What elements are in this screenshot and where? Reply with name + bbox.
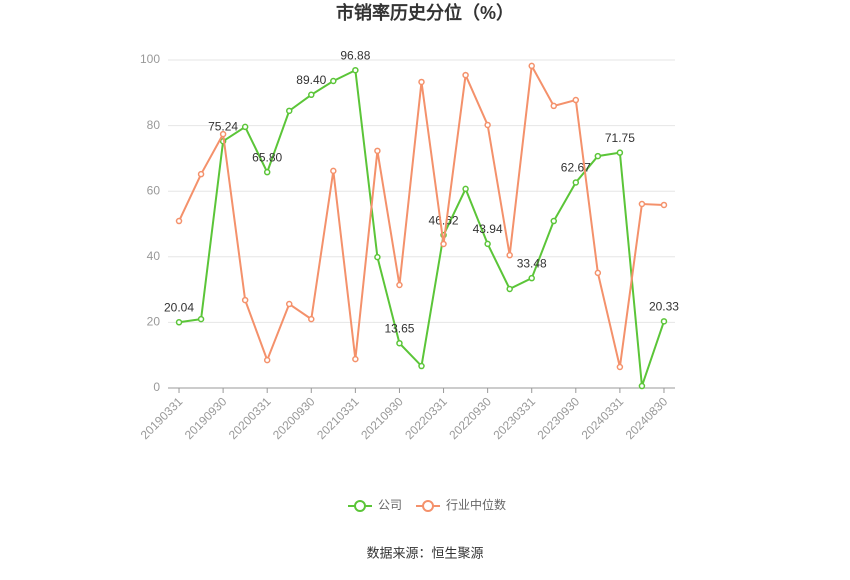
x-tick-label: 20240830 bbox=[623, 394, 671, 442]
x-tick-label: 20210930 bbox=[358, 394, 406, 442]
legend-label: 公司 bbox=[378, 498, 402, 512]
data-point bbox=[197, 315, 205, 323]
source-note: 数据来源：恒生聚源 bbox=[366, 545, 483, 560]
legend-label: 行业中位数 bbox=[446, 497, 506, 512]
data-point bbox=[241, 296, 249, 304]
data-point bbox=[572, 179, 580, 186]
x-tick-label: 20230930 bbox=[535, 394, 583, 442]
y-tick-label: 100 bbox=[140, 52, 160, 66]
data-label: 89.40 bbox=[296, 73, 326, 87]
data-point bbox=[374, 253, 381, 261]
data-point bbox=[594, 152, 602, 160]
data-point bbox=[550, 102, 558, 110]
data-point bbox=[374, 147, 381, 155]
data-point bbox=[263, 168, 271, 176]
data-label: 71.75 bbox=[605, 131, 635, 145]
data-point bbox=[616, 149, 624, 156]
data-point bbox=[330, 167, 337, 175]
data-label: 43.94 bbox=[473, 222, 503, 236]
data-point bbox=[285, 107, 293, 115]
data-point bbox=[175, 319, 183, 326]
data-point bbox=[616, 363, 624, 371]
data-point bbox=[506, 285, 513, 293]
data-point bbox=[484, 240, 491, 248]
x-tick-label: 20200930 bbox=[270, 394, 318, 442]
data-point bbox=[330, 77, 337, 85]
x-tick-label: 20240331 bbox=[579, 394, 627, 442]
data-point bbox=[550, 217, 558, 225]
data-label: 33.48 bbox=[517, 256, 547, 270]
x-tick-label: 20190930 bbox=[182, 394, 230, 442]
data-point bbox=[219, 130, 227, 138]
data-point bbox=[352, 355, 359, 363]
y-tick-label: 0 bbox=[153, 380, 160, 394]
data-point bbox=[285, 300, 293, 308]
data-label: 96.88 bbox=[340, 48, 370, 62]
data-point bbox=[197, 170, 205, 178]
data-point bbox=[528, 274, 535, 282]
chart-title: 市销率历史分位（%） bbox=[336, 2, 514, 23]
data-point bbox=[308, 91, 315, 99]
y-tick-label: 40 bbox=[147, 249, 161, 263]
data-point bbox=[462, 185, 469, 193]
y-tick-label: 20 bbox=[147, 315, 161, 329]
data-label: 20.33 bbox=[649, 299, 679, 313]
data-point bbox=[175, 217, 183, 225]
data-point bbox=[594, 269, 602, 277]
data-point bbox=[241, 123, 249, 131]
data-point bbox=[418, 362, 425, 370]
data-point bbox=[660, 201, 668, 209]
data-point bbox=[396, 281, 403, 289]
data-point bbox=[638, 200, 646, 208]
data-label: 46.62 bbox=[429, 213, 459, 227]
y-tick-label: 80 bbox=[147, 118, 161, 132]
data-label: 75.24 bbox=[208, 119, 238, 133]
legend-marker bbox=[354, 500, 366, 512]
series-line bbox=[178, 62, 665, 368]
data-label: 62.67 bbox=[561, 161, 591, 175]
x-tick-label: 20220930 bbox=[446, 394, 494, 442]
x-tick-label: 20190331 bbox=[138, 394, 186, 442]
data-point bbox=[660, 318, 668, 325]
x-tick-label: 20220331 bbox=[402, 394, 450, 442]
data-point bbox=[308, 315, 315, 323]
legend-marker bbox=[422, 500, 435, 512]
data-label: 65.80 bbox=[252, 150, 282, 164]
data-label: 20.04 bbox=[164, 300, 194, 314]
data-point bbox=[462, 71, 469, 79]
x-tick-label: 20210331 bbox=[314, 394, 362, 442]
data-point bbox=[440, 240, 447, 248]
data-point bbox=[263, 356, 271, 364]
data-point bbox=[484, 121, 491, 129]
data-label: 13.65 bbox=[384, 321, 414, 335]
x-tick-label: 20200331 bbox=[226, 394, 274, 442]
data-point bbox=[572, 96, 580, 104]
data-point bbox=[352, 66, 359, 74]
data-point bbox=[418, 78, 425, 86]
data-point bbox=[506, 251, 513, 259]
data-point bbox=[396, 339, 403, 347]
data-point bbox=[638, 382, 646, 390]
x-tick-label: 20230331 bbox=[490, 394, 538, 442]
data-point bbox=[528, 62, 535, 70]
y-tick-label: 60 bbox=[147, 183, 161, 197]
